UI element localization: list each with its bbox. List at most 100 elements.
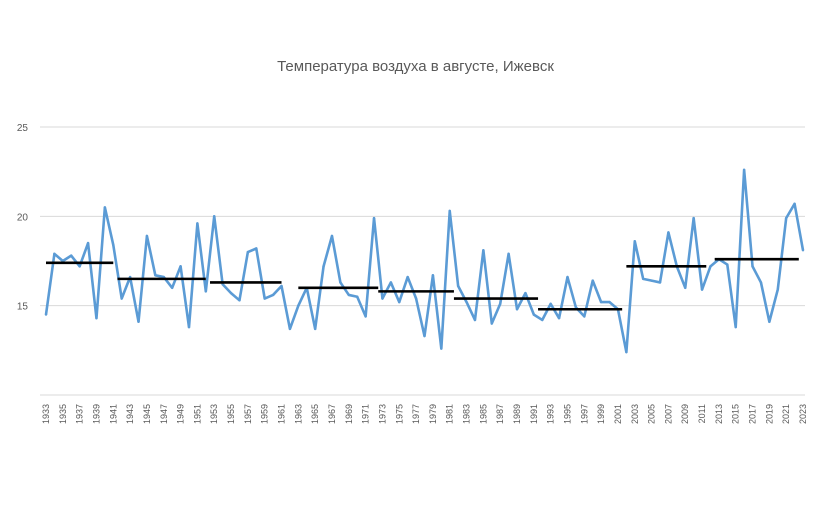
data-point [238,299,241,302]
gridlines [40,126,805,396]
x-tick-label: 1963 [293,404,303,424]
data-point [776,288,779,291]
data-point [255,247,258,250]
data-point [322,265,325,268]
data-point [465,300,468,304]
x-tick-label: 1989 [512,404,522,424]
data-point [532,313,536,316]
x-tick-label: 1995 [562,404,572,424]
x-tick-label: 2013 [714,404,724,424]
x-tick-label: 1943 [125,404,135,424]
data-point [692,216,695,220]
data-point [524,291,527,295]
data-point [356,295,359,298]
x-tick-label: 1969 [344,404,354,424]
data-point [751,265,754,268]
data-point [414,297,418,300]
data-point [280,284,283,288]
data-point [557,316,561,320]
data-point [650,279,653,282]
x-tick-label: 1933 [41,404,51,424]
data-point [667,231,670,234]
data-point [541,318,544,322]
data-point [196,222,199,225]
x-tick-label: 2003 [630,404,640,424]
x-tick-label: 2021 [781,404,791,424]
series-line [44,168,805,354]
data-point [364,315,367,318]
x-tick-label: 2023 [798,404,808,424]
x-tick-label: 1977 [411,404,421,424]
x-tick-label: 1985 [478,404,488,424]
x-tick-label: 2019 [764,404,774,424]
x-tick-label: 1997 [579,404,589,424]
data-point [793,202,796,206]
data-point [297,304,300,307]
data-point [120,297,123,300]
x-tick-label: 1941 [108,404,118,424]
data-point [187,325,191,329]
y-tick-label: 20 [17,212,29,223]
x-tick-label: 1967 [327,404,337,424]
data-point [112,243,115,247]
data-point [95,316,98,320]
x-tick-label: 1999 [596,404,606,424]
data-point [633,240,636,243]
data-point [179,265,182,268]
data-point [456,284,460,288]
data-point [641,277,645,281]
x-tick-label: 2001 [613,404,623,424]
data-point [599,300,603,304]
x-tick-label: 1955 [226,404,236,424]
data-point [625,350,628,354]
data-point [431,274,435,277]
x-tick-label: 1935 [58,404,68,424]
data-point [145,234,149,238]
x-tick-label: 1975 [394,404,404,424]
data-point [263,297,266,300]
x-tick-label: 1949 [176,404,186,424]
series-line-path [44,168,805,354]
x-tick-label: 1953 [209,404,219,424]
x-tick-label: 1945 [142,404,152,424]
x-tick-label: 1973 [377,404,387,424]
x-tick-label: 1965 [310,404,320,424]
data-point [608,300,611,304]
data-point [549,302,552,306]
x-tick-label: 1947 [159,404,169,424]
data-point [288,327,292,331]
data-point [440,347,443,350]
x-tick-label: 1971 [361,404,371,424]
data-point [372,216,376,220]
chart-title: Температура воздуха в августе, Ижевск [277,58,554,75]
x-tick-label: 1937 [75,404,85,424]
x-tick-label: 1981 [445,404,455,424]
decade-mean-lines [46,257,799,311]
data-point [734,325,737,329]
data-point [515,308,519,311]
x-tick-label: 1991 [529,404,539,424]
data-point [154,274,157,277]
data-point [389,281,393,284]
data-point [700,288,704,291]
x-tick-label: 1993 [546,404,556,424]
data-point [229,291,233,295]
data-point [583,315,586,318]
data-point [170,286,174,289]
x-tick-label: 2007 [663,404,673,424]
data-point [398,300,401,304]
x-tick-label: 2005 [647,404,657,424]
data-point [684,286,687,289]
data-point [490,322,493,325]
data-point [271,293,275,297]
data-point [566,275,569,279]
data-point [70,254,73,257]
x-tick-label: 1987 [495,404,505,424]
data-point [339,281,342,284]
data-point [381,297,384,300]
data-point [784,216,788,220]
data-point [726,263,729,266]
x-tick-label: 2017 [748,404,758,424]
data-point [507,252,510,256]
